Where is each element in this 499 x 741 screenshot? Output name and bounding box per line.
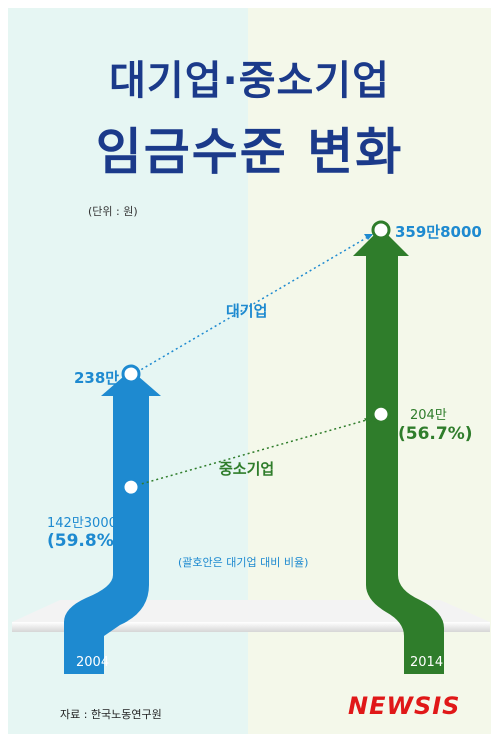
x-tick-2004: 2004	[76, 655, 110, 670]
title-line-2: 임금수준 변화	[95, 123, 404, 181]
series-line-0	[136, 233, 374, 373]
unit-note: (단위 : 원)	[88, 205, 138, 218]
newsis-logo: NEWSIS	[348, 692, 461, 720]
series-line-head-0	[364, 234, 373, 240]
marker-0-1	[371, 220, 391, 240]
series-label-large: 대기업	[226, 302, 268, 320]
sme-2014-ratio-label: (56.7%)	[398, 424, 473, 444]
series-label-sme: 중소기업	[219, 460, 275, 478]
marker-1-0	[121, 477, 141, 497]
sme-2004-ratio-label: (59.8%)	[47, 531, 122, 551]
series-line-head-1	[364, 418, 373, 425]
shelf-front	[12, 622, 490, 632]
title-line-1: 대기업·중소기업	[109, 58, 390, 104]
series-line-1	[136, 417, 374, 486]
arrow-2014	[353, 228, 444, 674]
sme-2014-value-label: 204만	[410, 408, 447, 423]
large-2004-value-label: 238만	[74, 369, 120, 387]
footnote: (괄호안은 대기업 대비 비율)	[178, 556, 309, 569]
x-tick-2014: 2014	[410, 655, 444, 670]
large-2014-value-label: 359만8000	[395, 223, 482, 241]
sme-2004-value-label: 142만3000	[47, 516, 117, 531]
marker-0-0	[121, 364, 141, 384]
marker-1-1	[371, 404, 391, 424]
arrow-2004	[64, 370, 161, 674]
source-note: 자료 : 한국노동연구원	[60, 708, 162, 721]
